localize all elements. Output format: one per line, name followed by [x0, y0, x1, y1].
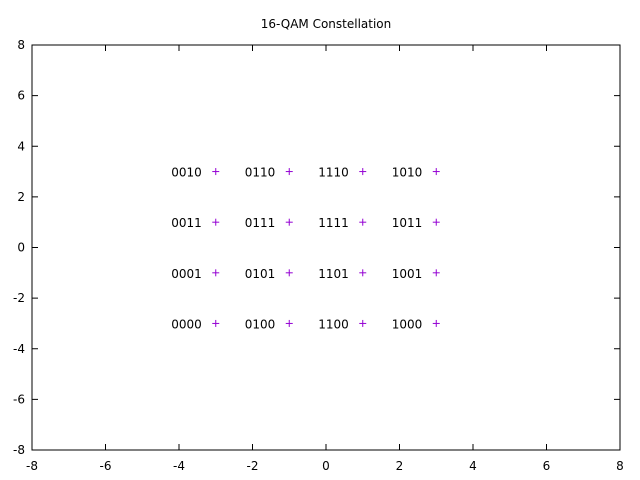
constellation-point: 0011 — [171, 216, 220, 230]
x-tick-label: 6 — [543, 459, 551, 473]
x-tick-label: 2 — [396, 459, 404, 473]
x-tick-label: -4 — [173, 459, 185, 473]
point-label: 0010 — [171, 166, 202, 180]
plot-frame — [31, 44, 621, 451]
point-label: 0100 — [245, 317, 276, 331]
x-tick-label: 4 — [469, 459, 477, 473]
point-label: 0110 — [245, 166, 276, 180]
point-label: 0001 — [171, 267, 202, 281]
x-tick-label: 0 — [322, 459, 330, 473]
y-tick-label: 2 — [17, 190, 25, 204]
y-tick-label: 4 — [17, 139, 25, 153]
constellation-point: 1110 — [318, 166, 367, 180]
y-tick-label: 6 — [17, 89, 25, 103]
y-tick-label: -8 — [13, 443, 25, 457]
constellation-point: 1011 — [392, 216, 440, 230]
constellation-point: 0110 — [245, 166, 293, 180]
constellation-point: 1001 — [392, 267, 440, 281]
constellation-point: 1100 — [318, 317, 367, 331]
point-label: 0011 — [171, 216, 202, 230]
points-layer: 0010 0110 1110 1010 0011 0111 1111 1011 0001 0101… — [171, 166, 440, 331]
point-label: 1001 — [392, 267, 423, 281]
point-label: 0101 — [245, 267, 276, 281]
x-tick-label: -8 — [26, 459, 38, 473]
chart-title: 16-QAM Constellation — [261, 17, 392, 31]
point-label: 1011 — [392, 216, 423, 230]
constellation-point: 1101 — [318, 267, 367, 281]
point-label: 1111 — [318, 216, 349, 230]
x-tick-label: -6 — [100, 459, 112, 473]
y-tick-label: -2 — [13, 291, 25, 305]
y-tick-label: 0 — [17, 241, 25, 255]
ticks-layer: -8 -6 -4 -2 0 2 4 6 8 -8 -6 -4 -2 0 2 4 6 8 — [13, 38, 624, 473]
x-tick-label: -2 — [247, 459, 259, 473]
constellation-point: 0101 — [245, 267, 293, 281]
point-label: 0111 — [245, 216, 276, 230]
point-label: 0000 — [171, 317, 202, 331]
constellation-point: 0000 — [171, 317, 220, 331]
point-label: 1101 — [318, 267, 349, 281]
point-label: 1000 — [392, 317, 423, 331]
y-tick-label: -6 — [13, 392, 25, 406]
point-label: 1100 — [318, 317, 349, 331]
constellation-point: 0100 — [245, 317, 293, 331]
constellation-point: 1010 — [392, 166, 440, 180]
constellation-point: 0111 — [245, 216, 293, 230]
constellation-point: 1000 — [392, 317, 440, 331]
x-tick-label: 8 — [616, 459, 624, 473]
constellation-point: 0010 — [171, 166, 220, 180]
point-label: 1010 — [392, 166, 423, 180]
constellation-point: 1111 — [318, 216, 367, 230]
y-tick-label: -4 — [13, 342, 25, 356]
y-tick-label: 8 — [17, 38, 25, 52]
constellation-point: 0001 — [171, 267, 220, 281]
point-label: 1110 — [318, 166, 349, 180]
